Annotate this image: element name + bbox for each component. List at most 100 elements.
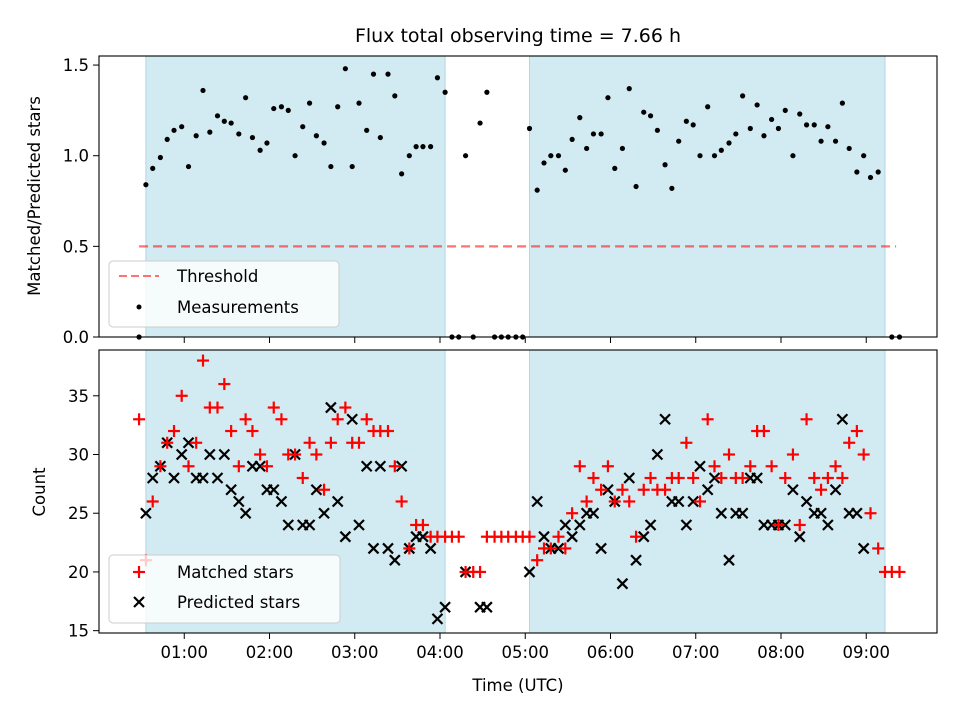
predicted-stars-point xyxy=(481,601,493,613)
bottom-ytick-label: 25 xyxy=(68,504,89,523)
predicted-stars-point xyxy=(325,401,337,414)
predicted-stars-point xyxy=(659,413,671,426)
measurement-point xyxy=(526,125,533,132)
predicted-stars-point xyxy=(793,530,806,543)
matched-stars-point xyxy=(246,425,259,438)
predicted-stars-point xyxy=(339,530,352,543)
predicted-stars-point xyxy=(204,448,216,461)
matched-stars-point xyxy=(608,495,621,508)
matched-stars-point xyxy=(289,448,302,461)
measurement-point xyxy=(143,182,149,188)
predicted-stars-point xyxy=(644,519,657,531)
measurement-point xyxy=(825,124,831,130)
matched-stars-point xyxy=(523,530,536,543)
measurement-point xyxy=(832,138,839,144)
matched-stars-point xyxy=(544,542,557,555)
matched-stars-point xyxy=(260,460,273,473)
bottom-ytick-label: 35 xyxy=(68,387,89,406)
predicted-stars-point xyxy=(431,613,444,625)
xtick-label: 04:00 xyxy=(416,643,464,662)
matched-stars-point xyxy=(275,413,288,426)
matched-stars-point xyxy=(637,483,650,496)
measurement-point xyxy=(633,183,639,190)
predicted-stars-point xyxy=(651,448,664,461)
measurement-point xyxy=(164,136,170,142)
matched-stars-point xyxy=(190,436,203,449)
matched-stars-point xyxy=(672,471,685,484)
matched-stars-point xyxy=(821,471,834,484)
matched-stars-point xyxy=(680,436,693,449)
matched-stars-point xyxy=(694,495,707,508)
measurement-point xyxy=(775,125,782,132)
matched-stars-point xyxy=(843,436,856,449)
predicted-stars-point xyxy=(822,519,834,531)
xtick-label: 08:00 xyxy=(757,643,805,662)
predicted-stars-point xyxy=(424,542,437,555)
measurement-point xyxy=(654,127,660,133)
matched-stars-point xyxy=(168,425,181,438)
measurement-point xyxy=(676,138,682,144)
matched-stars-point xyxy=(595,483,608,496)
bottom-ytick-label: 30 xyxy=(68,446,89,465)
measurement-point xyxy=(377,134,383,141)
measurement-point xyxy=(839,100,845,106)
predicted-stars-point xyxy=(687,495,699,508)
matched-stars-point xyxy=(161,436,174,449)
measurement-point xyxy=(598,131,604,137)
predicted-stars-point xyxy=(417,530,429,543)
predicted-stars-point xyxy=(538,530,550,543)
predicted-stars-point xyxy=(382,542,394,555)
top-ylabel: Matched/Predicted stars xyxy=(25,96,44,296)
measurement-point xyxy=(278,104,285,110)
measurement-point xyxy=(612,165,618,171)
measurement-point xyxy=(761,133,767,139)
measurement-point xyxy=(555,153,562,159)
predicted-stars-point xyxy=(751,472,763,484)
matched-stars-point xyxy=(474,565,487,578)
predicted-stars-point xyxy=(829,483,842,496)
predicted-stars-point xyxy=(353,519,365,531)
predicted-stars-point xyxy=(318,507,330,520)
predicted-stars-point xyxy=(680,519,693,531)
predicted-stars-point xyxy=(630,554,642,566)
xtick-label: 01:00 xyxy=(160,643,208,662)
measurement-point xyxy=(733,131,739,137)
measurement-point xyxy=(399,171,405,177)
measurement-point xyxy=(740,93,746,99)
bottom-ytick-label: 20 xyxy=(68,563,89,582)
predicted-stars-point xyxy=(303,519,316,531)
measurement-point xyxy=(370,71,377,77)
predicted-stars-point xyxy=(346,413,358,426)
measurement-point xyxy=(428,144,434,150)
measurement-point xyxy=(313,133,319,139)
predicted-stars-point xyxy=(723,554,735,566)
matched-stars-point xyxy=(587,471,600,484)
measurement-point xyxy=(726,140,732,146)
predicted-stars-point xyxy=(672,495,685,508)
predicted-stars-point xyxy=(552,542,565,555)
bottom-legend: Matched stars Predicted stars xyxy=(108,554,341,624)
measurement-point xyxy=(662,162,668,168)
predicted-stars-point xyxy=(851,507,863,520)
measurement-point xyxy=(264,140,270,146)
measurement-point xyxy=(690,122,696,128)
predicted-stars-point xyxy=(168,472,180,484)
measurement-point xyxy=(328,163,334,170)
predicted-stars-point xyxy=(815,507,827,520)
matched-stars-point xyxy=(531,554,544,567)
measurement-point xyxy=(257,147,263,153)
measurement-point xyxy=(541,160,547,166)
matched-stars-point xyxy=(566,507,579,520)
predicted-stars-point xyxy=(218,448,231,461)
predicted-stars-point xyxy=(225,483,237,496)
predicted-stars-point xyxy=(787,483,799,496)
measurement-point xyxy=(747,125,753,132)
top-ytick-label: 1.0 xyxy=(63,147,89,166)
measurement-point xyxy=(243,95,249,101)
xtick-label: 07:00 xyxy=(672,643,720,662)
matched-stars-point xyxy=(736,471,749,484)
matched-stars-point xyxy=(146,495,159,508)
predicted-stars-point xyxy=(694,460,706,473)
matched-stars-point xyxy=(403,542,416,555)
